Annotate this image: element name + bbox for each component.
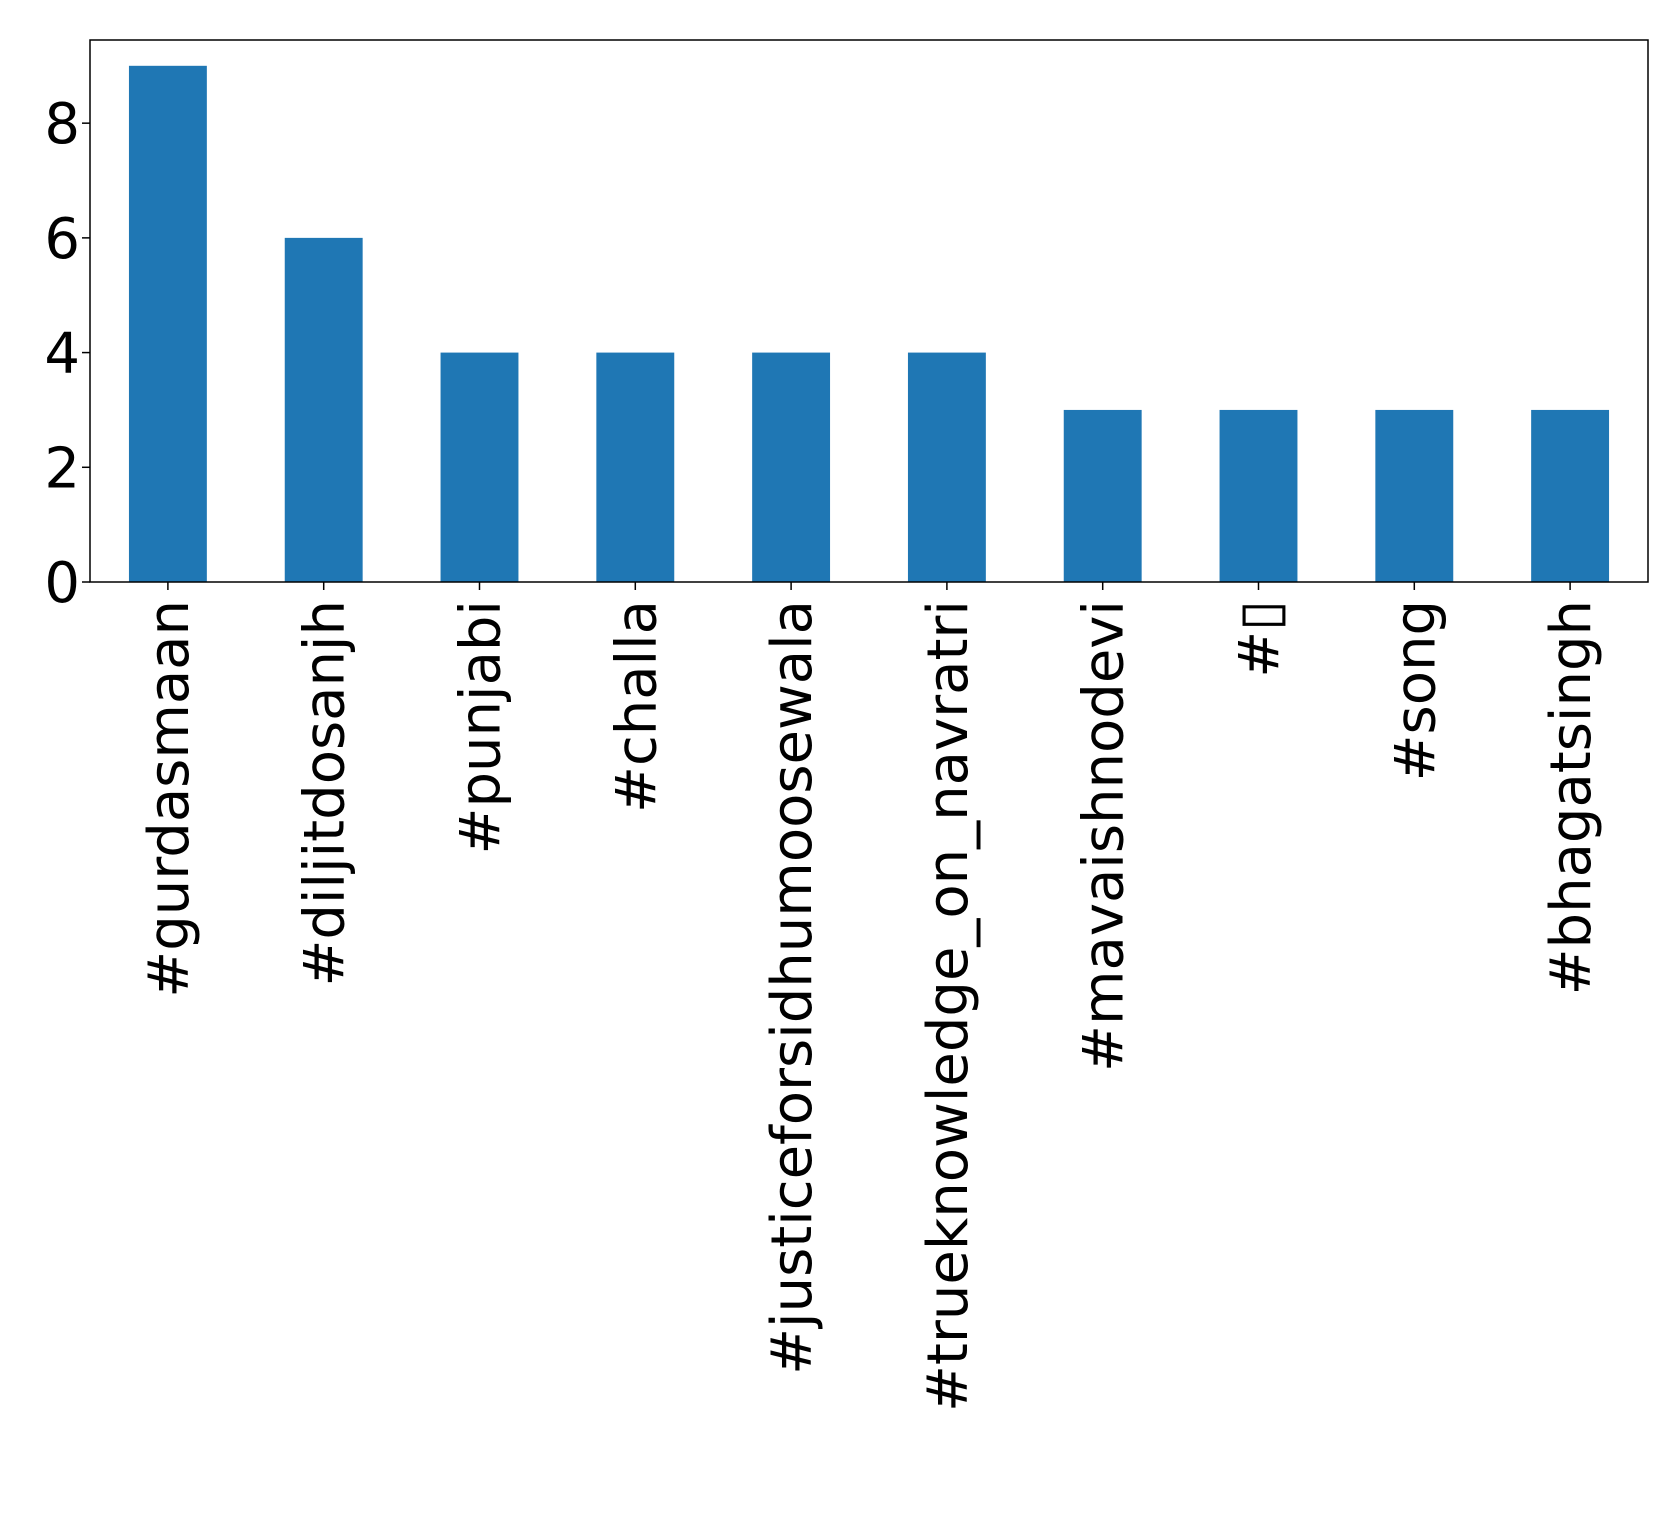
x-tick-label: #punjabi [449,600,514,854]
y-tick-label: 2 [44,436,80,501]
bar-7 [1219,409,1298,582]
x-axis-ticks: #gurdasmaan #diljitdosanjh #punjabi #challa… [137,582,1604,1412]
y-axis-ticks: 0 2 4 6 8 [44,92,90,616]
bar-0 [128,65,207,583]
bar-1 [284,237,363,582]
x-tick-label: #trueknowledge_on_navratri [916,600,981,1412]
bar-2 [440,352,519,582]
y-tick-label: 6 [44,207,80,272]
y-tick-label: 4 [44,322,80,387]
bar-5 [907,352,986,582]
y-tick-label: 8 [44,92,80,157]
x-tick-label: #▯ [1228,600,1293,678]
x-tick-label: #bhagatsingh [1539,600,1604,995]
x-tick-label: #gurdasmaan [137,600,202,998]
x-tick-label: #diljitdosanjh [293,600,358,987]
x-tick-label: #song [1383,600,1448,781]
y-tick-label: 0 [44,551,80,616]
bar-3 [596,352,675,582]
bar-4 [752,352,831,582]
x-tick-label: #challa [604,600,669,813]
x-tick-label: #justiceforsidhumoosewala [760,600,825,1375]
plot-frame [89,39,1649,583]
bar-8 [1375,409,1454,582]
x-tick-label: #mavaishnodevi [1072,600,1137,1072]
bar-9 [1531,409,1610,582]
bar-6 [1063,409,1142,582]
bars-group [128,65,1610,583]
